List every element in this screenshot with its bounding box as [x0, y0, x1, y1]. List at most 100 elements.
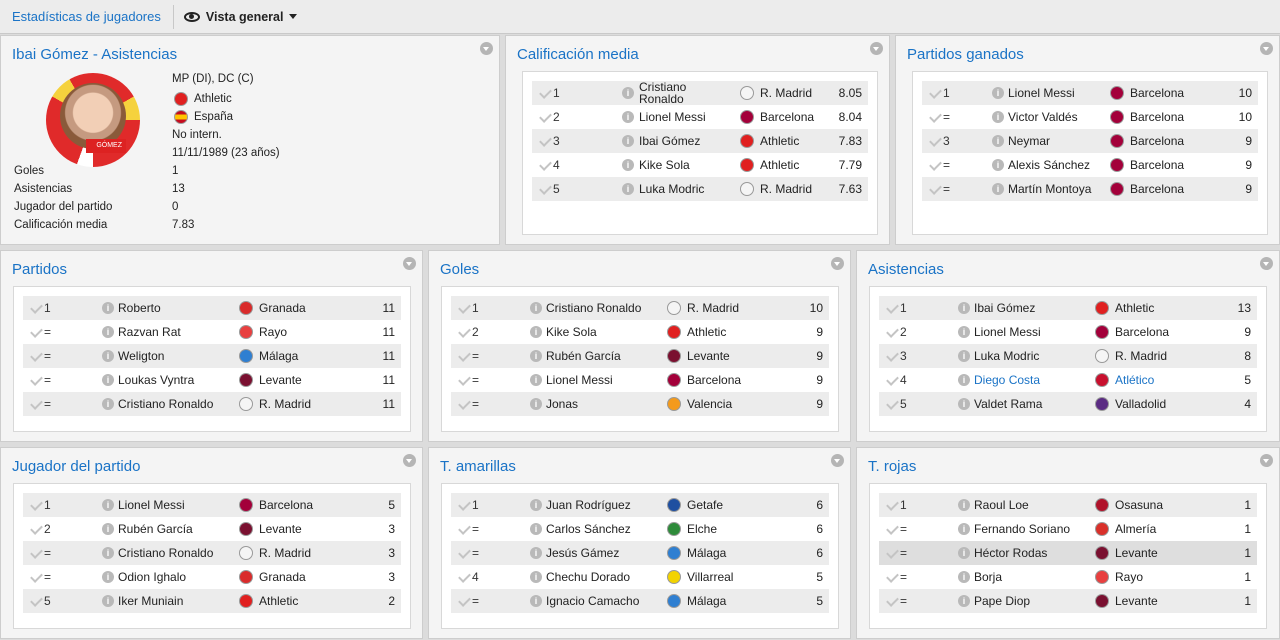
panel-title[interactable]: Partidos: [12, 261, 68, 278]
player-name[interactable]: Odion Ighalo: [118, 570, 187, 584]
check-icon[interactable]: [886, 399, 896, 409]
info-icon[interactable]: i: [958, 398, 970, 410]
info-icon[interactable]: i: [102, 547, 114, 559]
club-name[interactable]: R. Madrid: [259, 397, 312, 411]
check-icon[interactable]: [539, 184, 549, 194]
info-icon[interactable]: i: [530, 547, 542, 559]
page-title[interactable]: Estadísticas de jugadores: [12, 9, 161, 24]
player-nation[interactable]: España: [194, 111, 234, 123]
check-icon[interactable]: [886, 548, 896, 558]
player-name[interactable]: Razvan Rat: [118, 325, 181, 339]
table-row[interactable]: 1 i Juan Rodríguez Getafe 6: [451, 493, 829, 517]
table-row[interactable]: 4 i Diego Costa Atlético 5: [879, 368, 1257, 392]
panel-menu-button[interactable]: [1260, 42, 1273, 55]
info-icon[interactable]: i: [102, 571, 114, 583]
club-name[interactable]: Barcelona: [1130, 182, 1185, 196]
player-name[interactable]: Rubén García: [546, 349, 621, 363]
check-icon[interactable]: [929, 160, 939, 170]
table-row[interactable]: = i Victor Valdés Barcelona 10: [922, 105, 1258, 129]
panel-menu-button[interactable]: [480, 42, 493, 55]
table-row[interactable]: = i Borja Rayo 1: [879, 565, 1257, 589]
panel-title[interactable]: Asistencias: [868, 261, 944, 278]
check-icon[interactable]: [886, 327, 896, 337]
player-name[interactable]: Rubén García: [118, 522, 193, 536]
panel-title[interactable]: Jugador del partido: [12, 458, 141, 475]
club-name[interactable]: Barcelona: [1130, 86, 1185, 100]
table-row[interactable]: = i Fernando Soriano Almería 1: [879, 517, 1257, 541]
club-name[interactable]: Barcelona: [760, 110, 815, 124]
player-name[interactable]: Cristiano Ronaldo: [546, 301, 642, 315]
club-name[interactable]: Levante: [1115, 594, 1158, 608]
info-icon[interactable]: i: [958, 302, 970, 314]
player-name[interactable]: Chechu Dorado: [546, 570, 631, 584]
player-name[interactable]: Luka Modric: [974, 349, 1040, 363]
table-row[interactable]: 2 i Lionel Messi Barcelona 8.04: [532, 105, 868, 129]
info-icon[interactable]: i: [992, 87, 1004, 99]
club-name[interactable]: Athletic: [687, 325, 727, 339]
info-icon[interactable]: i: [530, 499, 542, 511]
info-icon[interactable]: i: [530, 595, 542, 607]
check-icon[interactable]: [30, 572, 40, 582]
table-row[interactable]: 1 i Ibai Gómez Athletic 13: [879, 296, 1257, 320]
panel-menu-button[interactable]: [1260, 454, 1273, 467]
player-name[interactable]: Lionel Messi: [639, 110, 706, 124]
info-icon[interactable]: i: [530, 302, 542, 314]
check-icon[interactable]: [929, 136, 939, 146]
club-name[interactable]: Athletic: [760, 158, 800, 172]
player-name[interactable]: Iker Muniain: [118, 594, 184, 608]
club-name[interactable]: Barcelona: [1130, 134, 1185, 148]
club-name[interactable]: Málaga: [259, 349, 299, 363]
info-icon[interactable]: i: [622, 87, 634, 99]
profile-title[interactable]: Ibai Gómez - Asistencias: [12, 46, 178, 63]
club-name[interactable]: Barcelona: [687, 373, 742, 387]
table-row[interactable]: = i Odion Ighalo Granada 3: [23, 565, 401, 589]
club-name[interactable]: R. Madrid: [760, 86, 813, 100]
player-name[interactable]: Luka Modric: [639, 182, 705, 196]
check-icon[interactable]: [539, 160, 549, 170]
info-icon[interactable]: i: [992, 159, 1004, 171]
check-icon[interactable]: [30, 351, 40, 361]
check-icon[interactable]: [539, 112, 549, 122]
club-name[interactable]: R. Madrid: [259, 546, 312, 560]
panel-menu-button[interactable]: [870, 42, 883, 55]
table-row[interactable]: 2 i Lionel Messi Barcelona 9: [879, 320, 1257, 344]
player-name[interactable]: Ibai Gómez: [639, 134, 701, 148]
check-icon[interactable]: [458, 399, 468, 409]
info-icon[interactable]: i: [992, 111, 1004, 123]
check-icon[interactable]: [458, 596, 468, 606]
check-icon[interactable]: [929, 88, 939, 98]
check-icon[interactable]: [929, 184, 939, 194]
club-name[interactable]: Atlético: [1115, 373, 1155, 387]
club-name[interactable]: Athletic: [259, 594, 299, 608]
panel-menu-button[interactable]: [1260, 257, 1273, 270]
player-name[interactable]: Jesús Gámez: [546, 546, 620, 560]
table-row[interactable]: 1 i Roberto Granada 11: [23, 296, 401, 320]
check-icon[interactable]: [539, 136, 549, 146]
club-name[interactable]: Málaga: [687, 594, 727, 608]
player-name[interactable]: Martín Montoya: [1008, 182, 1092, 196]
club-name[interactable]: Granada: [259, 301, 306, 315]
table-row[interactable]: 2 i Rubén García Levante 3: [23, 517, 401, 541]
table-row[interactable]: = i Héctor Rodas Levante 1: [879, 541, 1257, 565]
info-icon[interactable]: i: [530, 571, 542, 583]
player-name[interactable]: Juan Rodríguez: [546, 498, 631, 512]
check-icon[interactable]: [886, 524, 896, 534]
table-row[interactable]: = i Jonas Valencia 9: [451, 392, 829, 416]
player-name[interactable]: Cristiano Ronaldo: [118, 546, 214, 560]
check-icon[interactable]: [458, 351, 468, 361]
player-club[interactable]: Athletic: [194, 93, 232, 105]
check-icon[interactable]: [886, 596, 896, 606]
player-name[interactable]: Lionel Messi: [546, 373, 613, 387]
check-icon[interactable]: [458, 327, 468, 337]
check-icon[interactable]: [30, 303, 40, 313]
check-icon[interactable]: [30, 399, 40, 409]
info-icon[interactable]: i: [958, 374, 970, 386]
check-icon[interactable]: [458, 500, 468, 510]
player-name[interactable]: Lionel Messi: [1008, 86, 1075, 100]
check-icon[interactable]: [458, 548, 468, 558]
player-name[interactable]: Lionel Messi: [974, 325, 1041, 339]
player-name[interactable]: Victor Valdés: [1008, 110, 1078, 124]
check-icon[interactable]: [886, 375, 896, 385]
club-name[interactable]: Valencia: [687, 397, 733, 411]
table-row[interactable]: 5 i Luka Modric R. Madrid 7.63: [532, 177, 868, 201]
